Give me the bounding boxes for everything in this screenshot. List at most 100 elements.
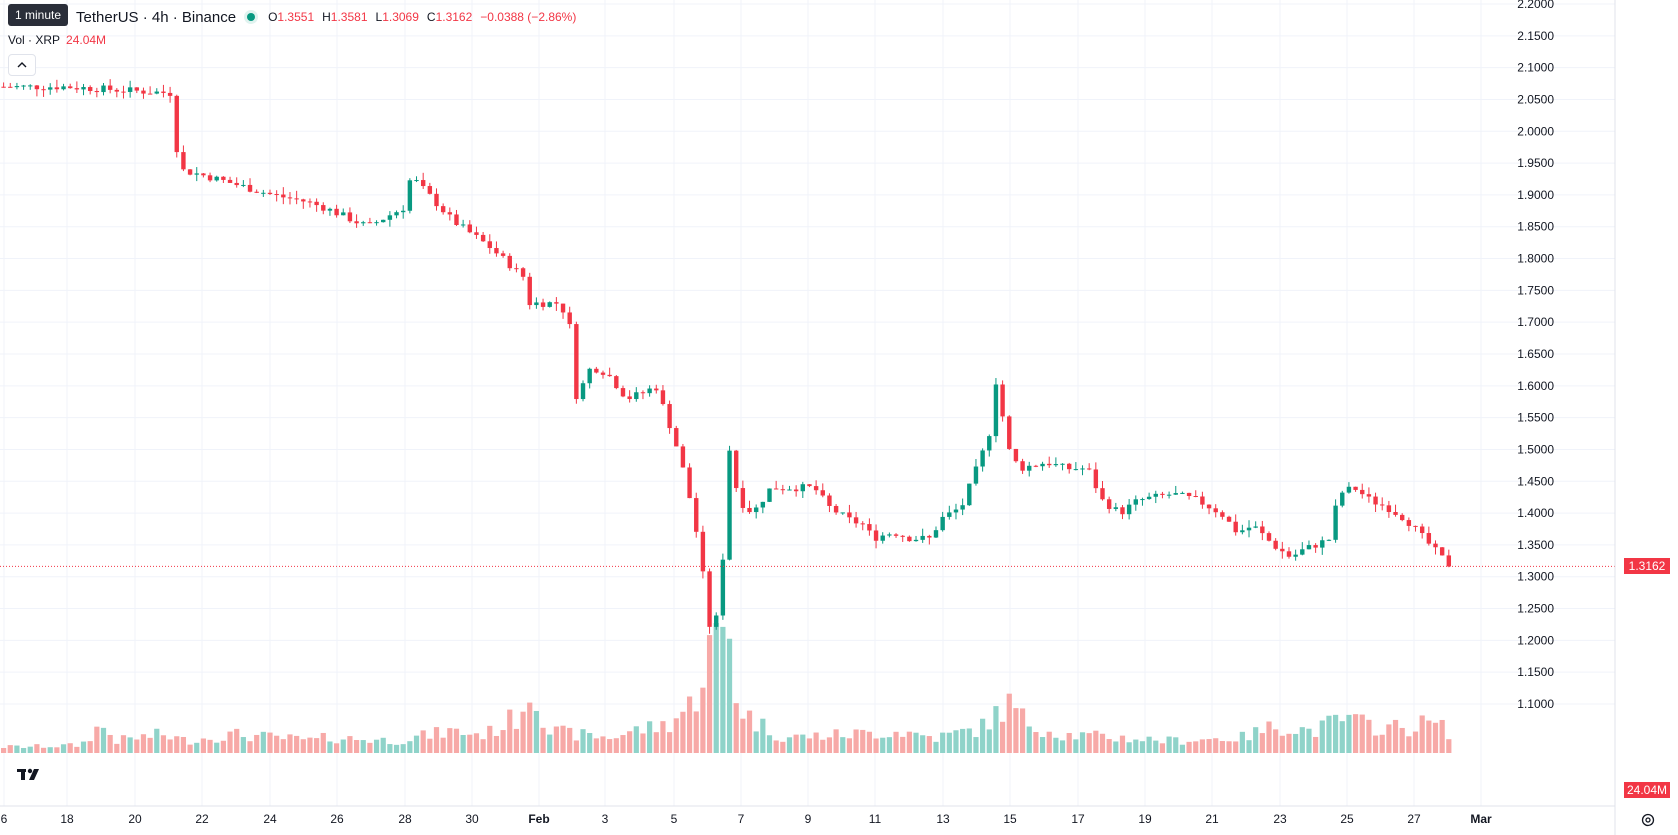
candle-body — [480, 234, 486, 242]
candle-body — [540, 302, 546, 307]
volume-legend: Vol · XRP 24.04M — [8, 33, 106, 47]
price-tick-label: 1.2000 — [1517, 633, 1554, 647]
time-tick-label: 21 — [1205, 812, 1219, 826]
volume-bar — [294, 735, 300, 753]
volume-bar — [940, 732, 946, 753]
candle-body — [387, 215, 393, 220]
candle-body — [1240, 530, 1245, 533]
candle-body — [767, 488, 772, 502]
candle-body — [460, 224, 466, 226]
volume-label[interactable]: Vol · XRP — [8, 33, 61, 47]
candle-body — [554, 302, 559, 304]
volume-bar — [1233, 741, 1239, 753]
volume-bar — [1159, 743, 1166, 753]
candle-body — [547, 302, 552, 307]
price-tick-label: 1.8500 — [1517, 220, 1554, 234]
candle-body — [341, 212, 346, 216]
volume-bar — [60, 744, 67, 753]
volume-bar — [47, 747, 53, 753]
volume-bar — [1126, 742, 1132, 753]
volume-bar — [540, 727, 546, 753]
volume-bar — [1219, 741, 1225, 753]
volume-bar — [1146, 736, 1152, 753]
volume-value: 24.04M — [66, 33, 107, 47]
volume-bar — [187, 744, 193, 753]
volume-bar — [1000, 721, 1006, 753]
price-tick-label: 1.6000 — [1517, 379, 1554, 393]
candle-body — [161, 91, 166, 93]
candle-body — [334, 208, 339, 216]
candle-body — [407, 180, 413, 211]
volume-bar — [593, 738, 599, 753]
candle-body — [667, 404, 672, 429]
symbol-title[interactable]: TetherUS · 4h · Binance — [76, 8, 237, 26]
volume-bar — [1366, 719, 1372, 753]
volume-bar — [520, 711, 526, 753]
candle-body — [980, 450, 985, 467]
volume-bar — [1299, 727, 1305, 753]
volume-bar — [1426, 720, 1432, 753]
candle-body — [414, 180, 419, 182]
candle-body — [993, 384, 999, 437]
volume-bar — [1226, 741, 1232, 753]
candle-body — [327, 208, 333, 211]
settings-gear-icon[interactable] — [1640, 812, 1656, 828]
volume-bar — [500, 730, 506, 753]
volume-bar — [1313, 736, 1319, 753]
candle-body — [141, 90, 146, 94]
open-label: O — [268, 10, 278, 24]
volume-bar — [1359, 714, 1365, 753]
candle-body — [647, 388, 652, 394]
candle-body — [154, 91, 159, 94]
volume-bar — [840, 737, 846, 753]
candle-body — [600, 372, 606, 375]
volume-bar — [900, 736, 906, 753]
candle-body — [1393, 512, 1398, 515]
candle-body — [1033, 465, 1039, 467]
volume-bar — [334, 743, 340, 753]
volume-bar — [380, 737, 386, 753]
volume-bar — [460, 734, 466, 753]
time-tick-label: 9 — [805, 812, 812, 826]
volume-bar — [846, 738, 853, 753]
volume-tag: 24.04M — [1624, 782, 1670, 798]
volume-bar — [1246, 740, 1252, 753]
volume-bar — [220, 740, 226, 753]
candle-body — [940, 516, 945, 531]
candle-body — [660, 390, 666, 405]
volume-bar — [740, 718, 746, 753]
candle-body — [1053, 464, 1059, 466]
volume-bar — [1206, 739, 1212, 753]
volume-bar — [427, 738, 433, 753]
volume-bar — [527, 702, 533, 753]
candle-body — [580, 383, 586, 400]
volume-bar — [553, 726, 559, 753]
candle-body — [1433, 543, 1438, 548]
volume-bar — [260, 731, 266, 753]
candle-body — [953, 509, 959, 513]
volume-bar — [433, 727, 440, 753]
candle-body — [1126, 504, 1132, 515]
candle-body — [194, 173, 199, 175]
time-tick-label: Mar — [1470, 812, 1492, 826]
volume-bar — [1399, 727, 1405, 753]
tradingview-logo-icon[interactable] — [17, 766, 43, 782]
volume-bar — [1106, 739, 1112, 753]
candle-body — [913, 539, 919, 542]
volume-bar — [1133, 739, 1139, 753]
time-tick-label: 23 — [1273, 812, 1287, 826]
candle-body — [987, 436, 992, 451]
candle-body — [520, 268, 526, 277]
volume-bar — [387, 744, 393, 753]
volume-bar — [913, 732, 919, 753]
volume-bar — [227, 731, 233, 753]
volume-bar — [1446, 739, 1452, 753]
candle-body — [187, 169, 193, 175]
collapse-legend-button[interactable] — [8, 54, 36, 76]
candle-body — [1293, 554, 1298, 557]
candle-body — [1120, 507, 1125, 515]
volume-bar — [413, 735, 420, 753]
candle-body — [254, 191, 259, 193]
high-label: H — [322, 10, 331, 24]
